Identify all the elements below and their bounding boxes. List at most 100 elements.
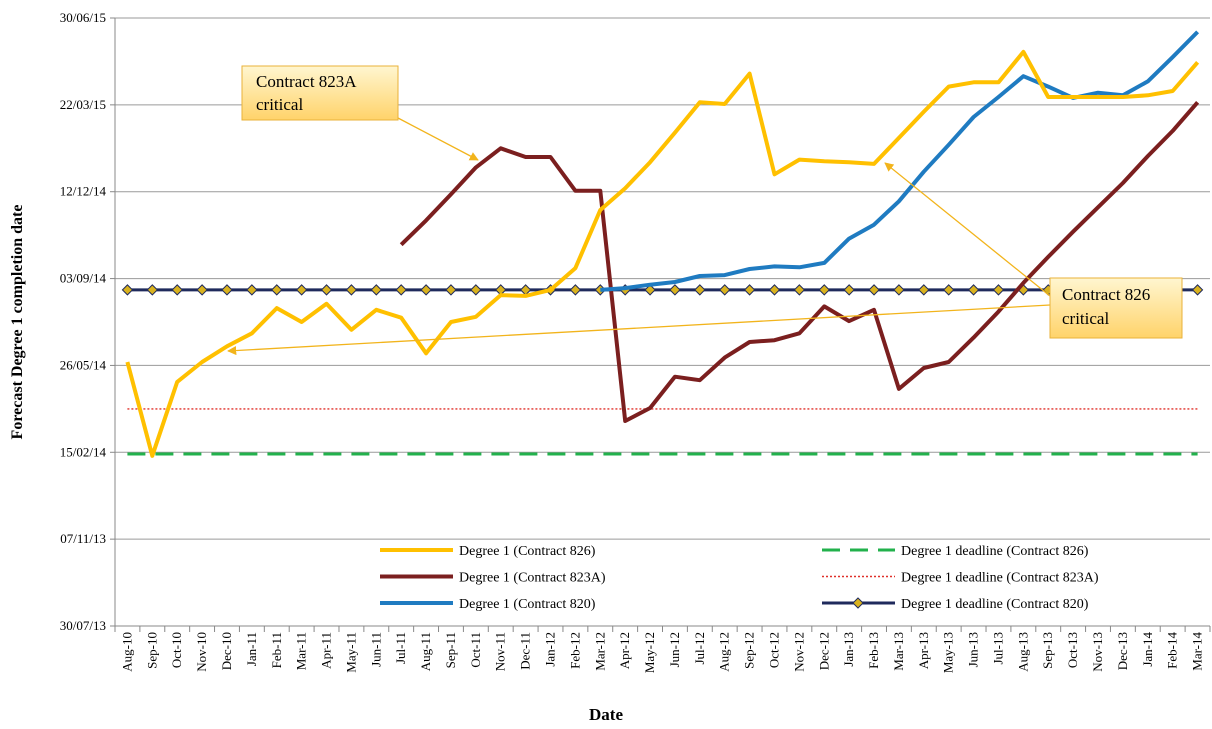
x-tick-label: Jan-14 [1140, 632, 1155, 667]
series-line [399, 100, 1200, 423]
annotation-text: Contract 823A [256, 72, 357, 91]
plot [121, 30, 1204, 458]
series-line [125, 49, 1200, 458]
x-tick-label: Mar-14 [1190, 632, 1205, 671]
x-tick-label: Sep-12 [742, 632, 757, 669]
marker [868, 284, 880, 296]
x-tick-label: Oct-10 [169, 632, 184, 668]
marker [669, 284, 681, 296]
marker [569, 284, 582, 296]
x-tick-label: Dec-12 [816, 632, 831, 670]
marker [295, 284, 308, 296]
y-tick-label: 30/07/13 [60, 618, 106, 633]
x-tick-label: Mar-11 [294, 632, 309, 670]
marker [843, 284, 855, 296]
marker [694, 284, 706, 296]
legend-marker [852, 597, 864, 609]
x-tick-label: Sep-10 [144, 632, 159, 669]
marker [793, 284, 806, 296]
x-tick-label: Jan-13 [841, 632, 856, 667]
y-tick-label: 12/12/14 [60, 184, 107, 199]
marker [445, 284, 457, 296]
x-tick-label: Jul-12 [692, 632, 707, 665]
x-tick-label: Aug-12 [717, 632, 732, 672]
x-tick-label: Feb-14 [1165, 632, 1180, 669]
marker [818, 284, 830, 296]
legend-label: Degree 1 (Contract 823A) [459, 571, 606, 586]
marker [967, 284, 980, 296]
marker [246, 284, 258, 296]
series-line [600, 30, 1200, 292]
x-tick-label: Sep-13 [1040, 632, 1055, 669]
x-tick-label: Nov-13 [1090, 632, 1105, 672]
x-tick-label: Aug-11 [418, 632, 433, 671]
x-tick-label: May-12 [642, 632, 657, 673]
annotation-box [1049, 277, 1183, 339]
x-tick-label: Feb-13 [866, 632, 881, 669]
marker [942, 284, 955, 296]
x-tick-label: Aug-13 [1015, 632, 1030, 672]
y-tick-label: 22/03/15 [60, 97, 106, 112]
y-tick-label: 26/05/14 [60, 357, 107, 372]
marker [644, 284, 656, 296]
annotation-text: critical [1062, 309, 1109, 328]
x-tick-label: Dec-11 [518, 632, 533, 670]
x-tick-label: Nov-10 [194, 632, 209, 672]
marker [146, 284, 159, 296]
marker [121, 284, 134, 296]
legend-label: Degree 1 (Contract 826) [459, 544, 596, 559]
x-tick-label: Apr-12 [617, 632, 632, 669]
marker [918, 284, 930, 296]
marker [221, 284, 233, 296]
y-tick-label: 07/11/13 [60, 531, 106, 546]
x-tick-label: Jun-11 [368, 632, 383, 667]
x-tick-label: Oct-13 [1065, 632, 1080, 668]
marker [320, 284, 333, 296]
x-tick-label: Jul-11 [393, 632, 408, 664]
arrow [397, 117, 479, 161]
x-tick-label: Jun-13 [966, 632, 981, 667]
annotation-text: critical [256, 95, 303, 114]
marker [719, 284, 731, 296]
x-tick-label: Oct-11 [468, 632, 483, 668]
marker [768, 284, 781, 296]
annotation: Contract 823A critical Contract 826 crit… [227, 65, 1183, 356]
axes: 30/07/13 07/11/13 15/02/14 26/05/14 03/09/14… [60, 10, 1211, 673]
legend: Degree 1 (Contract 826) Degree 1 (Contrac… [380, 544, 1099, 612]
x-tick-label: Jan-11 [244, 632, 259, 666]
marker [395, 284, 407, 296]
y-axis-title: Forecast Degree 1 completion date [9, 205, 26, 440]
marker [992, 284, 1005, 296]
y-tick-label: 30/06/15 [60, 10, 106, 25]
x-tick-label: Oct-12 [766, 632, 781, 668]
marker [345, 284, 358, 296]
annotation-text: Contract 826 [1062, 285, 1150, 304]
x-tick-label: Jan-12 [543, 632, 558, 667]
marker [743, 284, 756, 296]
marker [420, 284, 432, 296]
x-tick-label: Apr-11 [319, 632, 334, 669]
x-tick-label: Nov-11 [493, 632, 508, 671]
marker [196, 284, 208, 296]
x-tick-label: Mar-12 [592, 632, 607, 671]
legend-label: Degree 1 deadline (Contract 820) [901, 597, 1089, 612]
x-tick-label: Jul-13 [990, 632, 1005, 665]
x-tick-label: Apr-13 [916, 632, 931, 669]
x-tick-label: Jun-12 [667, 632, 682, 667]
x-tick-label: Sep-11 [443, 632, 458, 668]
x-tick-label: Dec-13 [1115, 632, 1130, 670]
x-tick-label: May-13 [941, 632, 956, 673]
marker [470, 284, 482, 296]
x-axis-title: Date [589, 705, 623, 724]
x-tick-label: Nov-12 [791, 632, 806, 672]
x-tick-label: Feb-11 [269, 632, 284, 668]
annotation-box [241, 65, 399, 121]
legend-label: Degree 1 deadline (Contract 826) [901, 544, 1089, 559]
y-tick-label: 15/02/14 [60, 444, 107, 459]
legend-label: Degree 1 deadline (Contract 823A) [901, 571, 1099, 586]
arrow [884, 162, 1051, 297]
legend-label: Degree 1 (Contract 820) [459, 597, 596, 612]
marker [1191, 284, 1204, 296]
x-tick-label: May-11 [343, 632, 358, 673]
